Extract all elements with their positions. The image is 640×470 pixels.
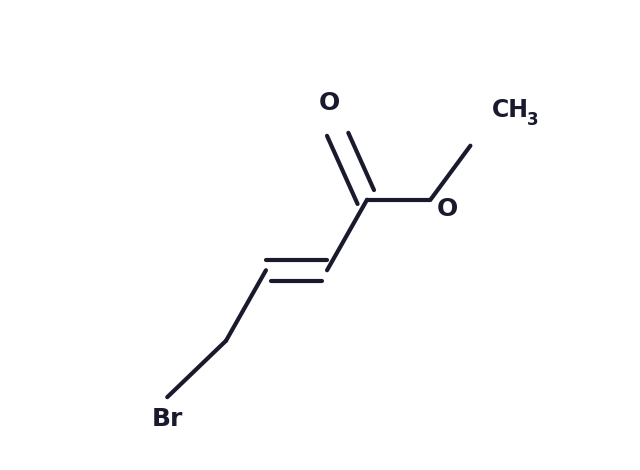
Text: 3: 3 (527, 111, 538, 129)
Text: CH: CH (492, 98, 529, 122)
Text: O: O (436, 197, 458, 221)
Text: Br: Br (152, 407, 183, 431)
Text: O: O (319, 91, 340, 115)
